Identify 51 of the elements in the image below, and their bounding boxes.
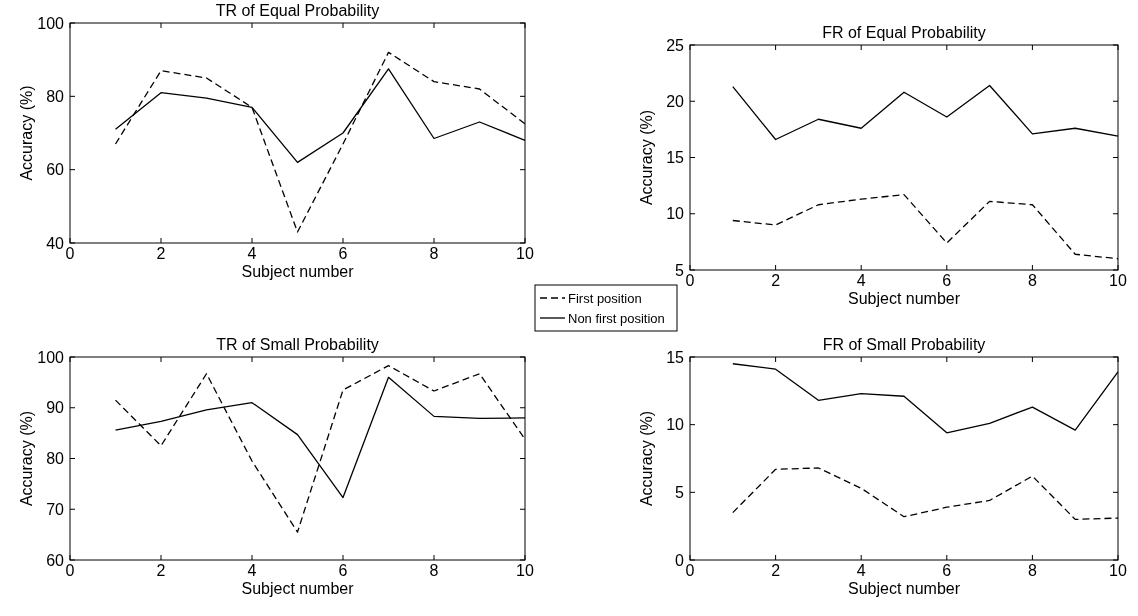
x-tick-label: 4 [856,272,866,289]
x-tick-label: 2 [771,562,781,579]
x-tick-label: 2 [156,562,166,579]
x-tick-label: 8 [1027,272,1037,289]
chart-title: FR of Equal Probability [822,24,986,41]
x-tick-label: 6 [942,272,952,289]
y-tick-label: 40 [46,234,65,252]
y-tick-label: 90 [46,399,65,417]
y-tick-label: 25 [666,36,685,54]
y-tick-label: 70 [46,500,65,518]
legend-label: First position [568,290,642,306]
x-tick-label: 4 [856,562,866,579]
y-tick-label: 60 [46,161,65,179]
y-axis-title: Accuracy (%) [18,410,35,507]
y-axis-title: Accuracy (%) [638,410,655,507]
x-axis-title: Subject number [847,290,961,307]
x-tick-label: 6 [338,562,348,579]
x-tick-label: 2 [771,272,781,289]
chart-title: FR of Small Probability [822,336,986,353]
x-tick-label: 4 [247,562,257,579]
x-tick-label: 8 [1027,562,1037,579]
x-tick-label: 10 [1109,272,1127,289]
x-tick-label: 4 [247,245,257,262]
y-axis-title: Accuracy (%) [18,85,35,181]
y-tick-label: 5 [675,483,685,501]
x-tick-label: 8 [429,245,439,262]
chart-title: TR of Small Probability [216,336,379,353]
y-tick-label: 20 [666,92,685,110]
x-tick-label: 8 [429,562,439,579]
x-tick-label: 6 [942,562,952,579]
y-tick-label: 15 [666,149,685,167]
x-tick-label: 10 [1109,562,1127,579]
y-tick-label: 100 [37,14,65,32]
y-tick-label: 100 [37,348,65,366]
y-tick-label: 15 [666,348,685,366]
y-axis-title: Accuracy (%) [638,109,655,206]
x-axis-title: Subject number [847,580,961,597]
y-tick-label: 5 [675,261,685,279]
x-tick-label: 10 [516,245,534,262]
x-tick-label: 2 [156,245,166,262]
y-tick-label: 80 [46,450,65,468]
y-tick-label: 10 [666,416,685,434]
x-tick-label: 6 [338,245,348,262]
legend-label: Non first position [568,310,665,326]
y-tick-label: 10 [666,205,685,223]
chart-title: TR of Equal Probability [215,2,380,19]
x-axis-title: Subject number [241,580,355,597]
x-tick-label: 10 [516,562,534,579]
y-tick-label: 60 [46,551,65,569]
x-axis-title: Subject number [241,263,355,280]
y-tick-label: 80 [46,87,65,105]
